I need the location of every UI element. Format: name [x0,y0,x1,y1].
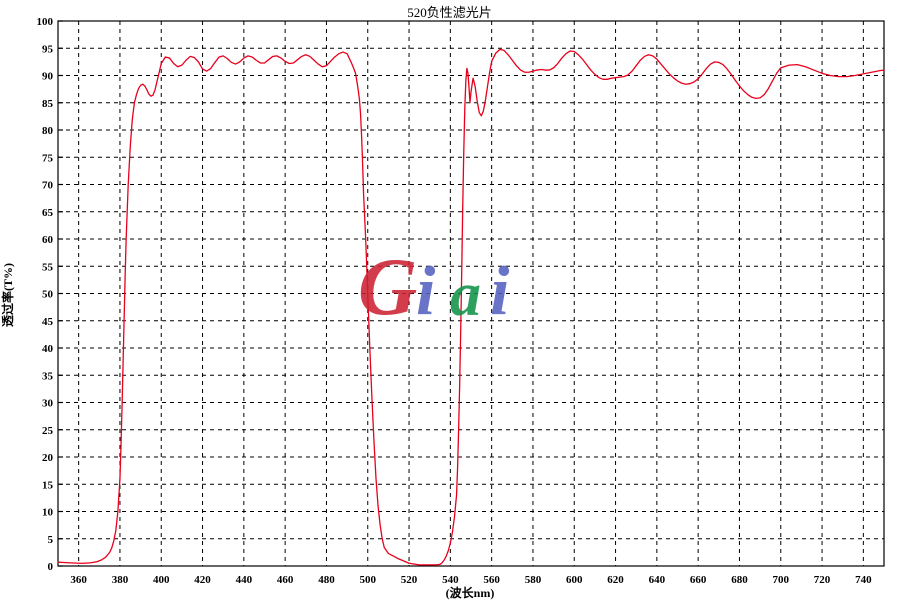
y-tick-label: 45 [42,316,54,328]
y-tick-label: 55 [42,261,54,273]
y-tick-label: 25 [42,425,54,437]
x-tick-label: 720 [814,574,831,586]
y-tick-label: 10 [42,507,54,519]
x-tick-label: 540 [442,574,459,586]
x-tick-label: 360 [70,574,87,586]
y-tick-label: 40 [42,343,54,355]
x-tick-label: 400 [153,574,170,586]
y-tick-label: 20 [42,452,54,464]
x-tick-label: 740 [855,574,872,586]
y-axis-tick-labels: 0 5 10 15 20 25 30 35 40 45 50 55 60 65 70 75 80 85 90 95 10… [37,16,54,573]
x-tick-label: 380 [112,574,129,586]
x-tick-label: 600 [566,574,583,586]
x-tick-label: 460 [277,574,294,586]
y-tick-label: 30 [42,398,54,410]
transmission-curve [57,48,885,566]
y-tick-label: 80 [42,125,54,137]
y-tick-label: 70 [42,180,54,192]
y-tick-label: 85 [42,98,54,110]
x-tick-label: 580 [525,574,542,586]
y-tick-label: 0 [48,561,54,573]
x-tick-label: 620 [607,574,624,586]
x-axis-title: (波长nm) [446,585,495,600]
y-tick-label: 90 [42,71,54,83]
y-axis-title: 透过率(T%) [0,263,15,327]
y-tick-label: 15 [42,479,54,491]
x-tick-label: 700 [773,574,790,586]
y-tick-label: 60 [42,234,54,246]
y-tick-label: 75 [42,152,54,164]
x-tick-label: 520 [401,574,418,586]
y-tick-label: 65 [42,207,54,219]
x-tick-label: 560 [483,574,500,586]
grid-layer [58,21,884,566]
tick-marks-layer [58,20,63,567]
y-tick-label: 50 [42,289,54,301]
y-tick-label: 35 [42,370,54,382]
x-tick-label: 640 [649,574,666,586]
y-tick-label: 100 [37,16,54,28]
x-tick-label: 420 [194,574,211,586]
x-tick-label: 440 [236,574,253,586]
y-tick-label: 5 [48,534,54,546]
x-tick-label: 500 [360,574,377,586]
x-tick-label: 680 [731,574,748,586]
x-tick-label: 480 [318,574,335,586]
y-tick-label: 95 [42,43,54,55]
x-tick-label: 660 [690,574,707,586]
x-axis-tick-labels: 360 380 400 420 440 460 480 500 520 540 560 580 600 6… [70,574,872,586]
page-title: 520负性滤光片 [407,5,492,20]
